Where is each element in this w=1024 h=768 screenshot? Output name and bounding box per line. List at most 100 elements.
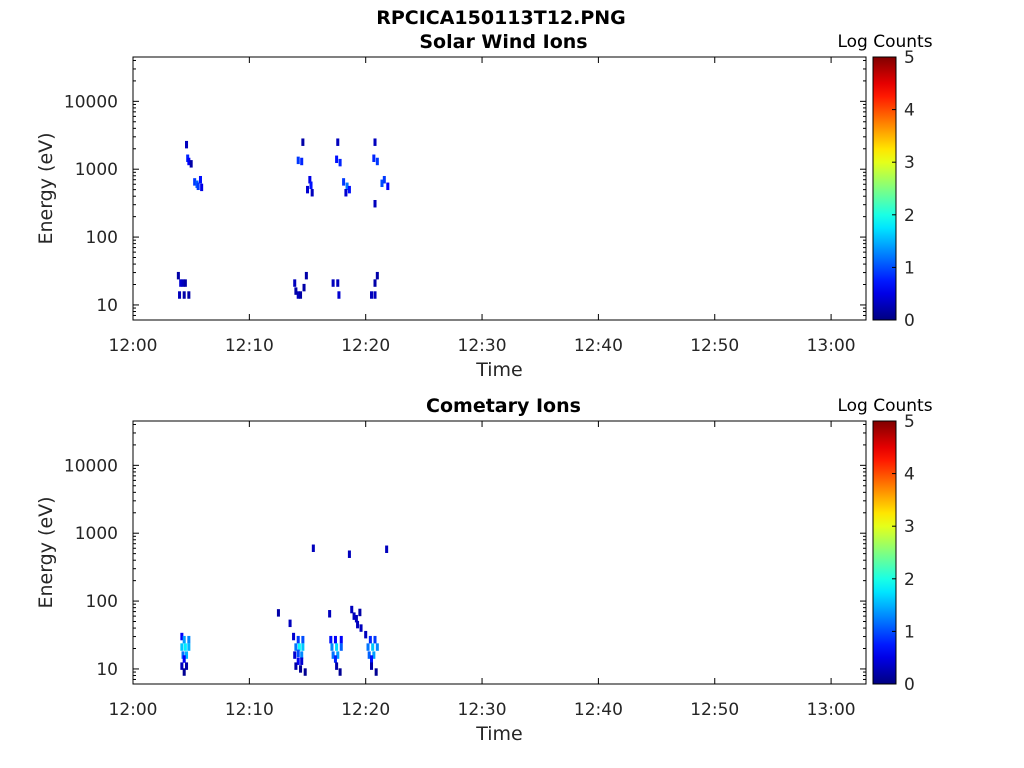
data-cell [333,635,337,644]
data-cell [347,550,351,558]
x-tick-label: 12:10 [225,336,274,356]
data-cell [180,643,184,651]
colorbar-tick-label: 5 [904,48,915,68]
colorbar-tick-label: 1 [904,258,915,278]
colorbar-tick-label: 4 [904,101,915,121]
y-axis-label: Energy (eV) [35,132,57,244]
data-cell [367,651,371,659]
data-cell [329,635,333,644]
data-cell [339,635,343,644]
y-tick-label: 1000 [75,160,118,180]
data-cell [350,605,354,614]
data-cell [288,619,292,628]
data-cell [180,632,184,641]
x-tick-label: 12:20 [341,336,390,356]
data-cell [352,612,356,620]
data-cell [375,271,379,280]
data-cell [296,657,300,665]
x-tick-label: 12:00 [109,700,158,720]
data-cell [193,178,197,186]
data-cell [375,643,379,651]
data-cell [302,283,306,292]
data-cell [335,155,339,164]
data-cell [294,662,298,670]
data-cell [185,651,189,659]
data-cell [187,291,191,299]
data-cell [182,291,186,299]
data-cell [187,635,191,644]
data-cell [356,620,360,629]
colorbar [872,56,897,321]
data-cell [187,157,191,166]
data-cell [181,279,185,287]
data-cell [176,271,180,280]
x-tick-label: 13:00 [807,700,856,720]
y-tick-label: 100 [86,592,118,612]
data-cell [182,668,186,676]
colorbar [872,420,897,685]
colorbar-tick-label: 0 [904,311,915,331]
data-cell [294,643,298,651]
data-cell [300,657,304,665]
data-cell [309,181,313,189]
data-cell [385,545,389,553]
data-cell [308,175,312,184]
data-cell [293,651,297,659]
data-cell [310,189,314,197]
data-cell [337,291,341,299]
y-tick-label: 10000 [64,456,118,476]
data-cell [296,649,300,658]
colorbar-tick-label: 0 [904,675,915,695]
data-cell [372,651,376,659]
data-cell [344,189,348,197]
data-cell [330,643,334,651]
data-cell [300,157,304,166]
data-cell [183,279,187,287]
x-tick-label: 12:40 [574,336,623,356]
colorbar-label: Log Counts [837,396,932,416]
y-tick-label: 100 [86,228,118,248]
data-cell [373,199,377,208]
colorbar-label: Log Counts [837,32,932,52]
data-cell [335,662,339,670]
data-cell [297,643,301,651]
data-cell [372,154,376,162]
data-cell [180,662,184,670]
data-cell [373,138,377,146]
data-cell [196,182,200,191]
data-cell [373,291,377,299]
data-cell [301,138,305,146]
data-cell [382,175,386,184]
chart-panel-1: 12:00 12:10 12:20 12:30 12:40 12:50 13:0010100… [35,31,933,381]
chart-panel-2: 12:00 12:10 12:20 12:30 12:40 12:50 13:0010100… [35,395,933,745]
data-cell [181,651,185,659]
x-tick-label: 12:10 [225,700,274,720]
chart-title: Cometary Ions [426,395,581,417]
data-cell [200,183,204,192]
data-cell [336,651,340,659]
data-cell [345,182,349,191]
colorbar-tick-label: 1 [904,622,915,642]
data-cell [185,662,189,670]
data-cell [371,643,375,651]
data-cell [374,668,378,676]
data-cell [338,158,342,167]
x-tick-label: 12:50 [690,336,739,356]
data-cell [292,632,296,641]
data-cell [380,179,384,188]
data-cell [294,287,298,295]
colorbar-tick-label: 2 [904,570,915,590]
data-cell [375,157,379,166]
data-cell [386,182,390,191]
data-cell [189,160,193,168]
data-cell [300,651,304,659]
data-cell [311,544,315,552]
data-cell [359,624,363,632]
chart-title: Solar Wind Ions [419,31,587,53]
data-cell [306,185,310,194]
data-cell [336,138,340,146]
data-cell [366,643,370,651]
y-tick-label: 1000 [75,524,118,544]
